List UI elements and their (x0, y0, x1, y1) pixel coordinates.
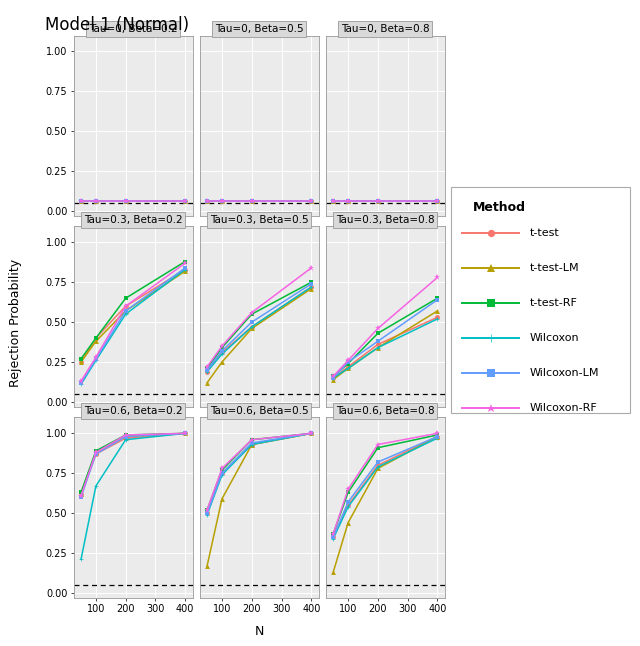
Text: t-test-LM: t-test-LM (530, 263, 580, 273)
Title: Tau=0.3, Beta=0.2: Tau=0.3, Beta=0.2 (84, 215, 182, 225)
Title: Tau=0.6, Beta=0.2: Tau=0.6, Beta=0.2 (84, 406, 182, 416)
Title: Tau=0.6, Beta=0.8: Tau=0.6, Beta=0.8 (336, 406, 435, 416)
Text: N: N (255, 625, 264, 638)
Text: Wilcoxon: Wilcoxon (530, 333, 580, 342)
Title: Tau=0, Beta=0.5: Tau=0, Beta=0.5 (215, 24, 303, 34)
Text: t-test: t-test (530, 227, 560, 238)
Text: Method: Method (473, 201, 525, 214)
Text: Model 1 (Normal): Model 1 (Normal) (45, 16, 189, 34)
FancyBboxPatch shape (451, 187, 630, 413)
Text: Wilcoxon-LM: Wilcoxon-LM (530, 368, 600, 378)
Text: t-test-RF: t-test-RF (530, 298, 578, 307)
Title: Tau=0.3, Beta=0.5: Tau=0.3, Beta=0.5 (210, 215, 308, 225)
Text: Wilcoxon-RF: Wilcoxon-RF (530, 403, 598, 413)
Title: Tau=0, Beta=0.2: Tau=0, Beta=0.2 (89, 24, 177, 34)
Text: Rejection Probability: Rejection Probability (10, 259, 22, 387)
Title: Tau=0, Beta=0.8: Tau=0, Beta=0.8 (341, 24, 429, 34)
Title: Tau=0.3, Beta=0.8: Tau=0.3, Beta=0.8 (336, 215, 435, 225)
Title: Tau=0.6, Beta=0.5: Tau=0.6, Beta=0.5 (210, 406, 308, 416)
